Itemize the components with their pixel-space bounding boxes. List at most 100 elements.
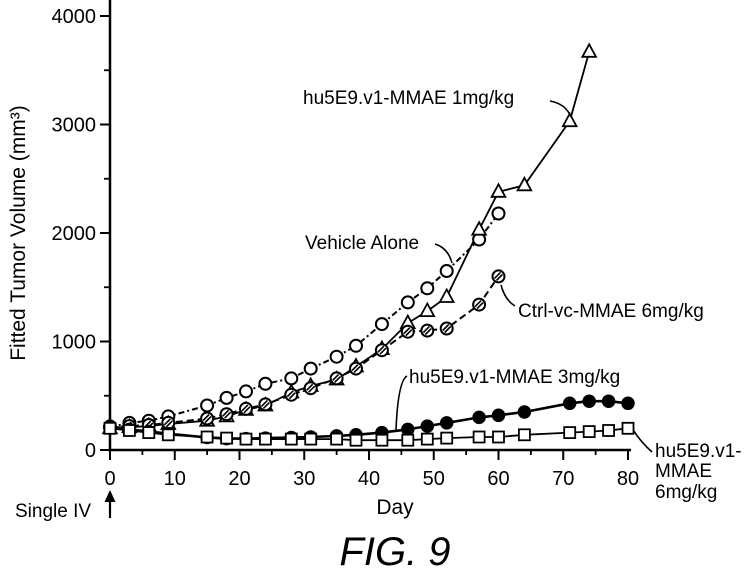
y-tick-label: 4000 [52,6,97,28]
x-tick-label: 0 [104,468,115,490]
x-tick-label: 20 [228,468,250,490]
y-tick-label: 1000 [52,332,97,354]
marker-hatched-circle [441,323,453,335]
y-tick-label: 2000 [52,223,97,245]
y-tick-label: 0 [85,440,96,462]
marker-open-square [221,433,232,444]
marker-hatched-circle [350,363,362,375]
x-tick-label: 70 [552,468,574,490]
marker-open-square [305,434,316,445]
x-tick-label: 50 [423,468,445,490]
data-point [285,389,297,401]
data-point [441,323,453,335]
data-point [105,423,116,434]
data-point [201,400,213,412]
data-point [350,363,362,375]
series-label-3mg: hu5E9.v1-MMAE 3mg/kg [409,367,620,388]
marker-open-square [286,434,297,445]
data-point [221,408,233,420]
data-point [473,299,485,311]
marker-filled-circle [473,411,485,423]
data-point [402,326,414,338]
marker-open-square [564,427,575,438]
data-point [493,208,505,220]
data-point [493,409,505,421]
marker-open-square [519,429,530,440]
series-label-ctrl: Ctrl-vc-MMAE 6mg/kg [518,301,704,322]
data-point [260,434,271,445]
marker-open-square [202,432,213,443]
series-label-6mg-line: MMAE [655,461,712,482]
data-point [241,434,252,445]
marker-open-square [474,432,485,443]
marker-hatched-circle [473,299,485,311]
data-point [564,427,575,438]
marker-filled-circle [564,397,576,409]
data-point [143,427,154,438]
marker-hatched-circle [402,326,414,338]
marker-open-square [603,425,614,436]
marker-open-circle [493,208,505,220]
data-point [305,363,317,375]
series-label-1mg: hu5E9.v1-MMAE 1mg/kg [303,88,514,109]
marker-open-square [422,434,433,445]
data-point [201,413,213,425]
data-point [331,351,343,363]
x-tick-label: 10 [164,468,186,490]
series-label-6mg-line: 6mg/kg [655,482,717,503]
marker-hatched-circle [376,344,388,356]
data-point [584,426,595,437]
data-point [474,432,485,443]
marker-hatched-circle [201,413,213,425]
data-point [376,344,388,356]
marker-hatched-circle [240,403,252,415]
data-point [441,417,453,429]
data-point [493,432,504,443]
marker-open-circle [305,363,317,375]
data-point [441,265,453,277]
marker-hatched-circle [305,382,317,394]
y-axis-label: Fitted Tumor Volume (mm³) [7,105,30,361]
data-point [240,385,252,397]
marker-hatched-circle [221,408,233,420]
data-point [603,395,615,407]
marker-open-circle [350,340,362,352]
marker-filled-circle [421,420,433,432]
series-label-vehicle: Vehicle Alone [305,233,419,254]
marker-filled-circle [603,395,615,407]
data-point [331,434,342,445]
marker-hatched-circle [421,325,433,337]
data-point [402,296,414,308]
data-point [202,432,213,443]
data-point [421,282,433,294]
data-point [421,325,433,337]
marker-open-circle [285,372,297,384]
marker-open-square [441,433,452,444]
data-point [519,429,530,440]
marker-open-circle [441,265,453,277]
data-point [259,378,271,390]
data-point [603,425,614,436]
marker-open-square [351,435,362,446]
data-point [259,398,271,410]
data-point [221,392,233,404]
data-point [422,434,433,445]
data-point [350,340,362,352]
marker-open-square [143,427,154,438]
marker-open-square [584,426,595,437]
marker-open-circle [402,296,414,308]
x-tick-label: 30 [293,468,315,490]
data-point [441,433,452,444]
data-point [564,397,576,409]
x-tick-label: 40 [358,468,380,490]
marker-open-circle [240,385,252,397]
data-point [493,270,505,282]
data-point [351,435,362,446]
data-point [622,397,634,409]
marker-open-circle [201,400,213,412]
marker-open-square [163,429,174,440]
marker-open-square [623,423,634,434]
series-label-6mg-line: hu5E9.v1- [655,441,742,462]
